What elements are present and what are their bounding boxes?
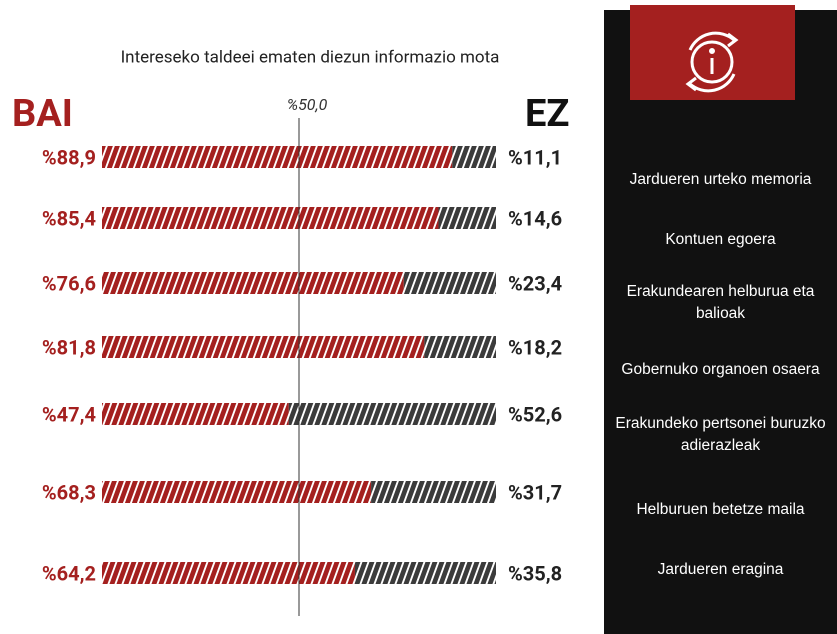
bar-segment: [102, 336, 425, 358]
bar-segment: [288, 403, 496, 425]
bar-segment: [102, 562, 355, 584]
bai-label: %81,8: [42, 335, 96, 359]
bar-segment: [102, 481, 372, 503]
ez-label: %35,8: [508, 561, 562, 585]
bar-segment: [102, 403, 289, 425]
category-label: Erakundeko pertsonei buruzko adierazleak: [615, 415, 826, 454]
bar-segment: [438, 207, 496, 229]
x-tick-label: %50,0: [287, 95, 328, 114]
bar-segment: [102, 207, 439, 229]
category-label: Kontuen egoera: [665, 231, 776, 248]
bai-label: %68,3: [42, 480, 96, 504]
info-icon: [685, 31, 739, 93]
bar-segment: [424, 336, 496, 358]
ez-label: %11,1: [508, 145, 562, 169]
bar-segment: [371, 481, 496, 503]
ez-label: %23,4: [508, 271, 562, 295]
ez-label: %31,7: [508, 480, 562, 504]
ez-label: %18,2: [508, 335, 562, 359]
category-label: Erakundearen helburua eta balioak: [626, 283, 815, 322]
legend-ez: EZ: [525, 92, 569, 136]
ez-label: %14,6: [508, 206, 562, 230]
bai-label: %76,6: [42, 271, 96, 295]
bar-segment: [452, 146, 496, 168]
category-label: Gobernuko organoen osaera: [621, 361, 820, 378]
side-panel: [604, 10, 837, 634]
bai-label: %88,9: [42, 145, 96, 169]
category-label: Helburuen betetze maila: [636, 501, 805, 518]
bar-segment: [403, 272, 496, 294]
bai-label: %85,4: [42, 206, 96, 230]
category-label: Jardueren eragina: [657, 561, 784, 578]
ez-label: %52,6: [508, 402, 562, 426]
bar-segment: [102, 146, 453, 168]
legend-bai: BAI: [12, 92, 73, 136]
bar-segment: [354, 562, 496, 584]
bai-label: %47,4: [42, 402, 96, 426]
bar-segment: [102, 272, 404, 294]
chart-title: Intereseko taldeei ematen diezun informa…: [121, 47, 500, 67]
category-label: Jardueren urteko memoria: [629, 171, 812, 188]
bai-label: %64,2: [42, 561, 96, 585]
